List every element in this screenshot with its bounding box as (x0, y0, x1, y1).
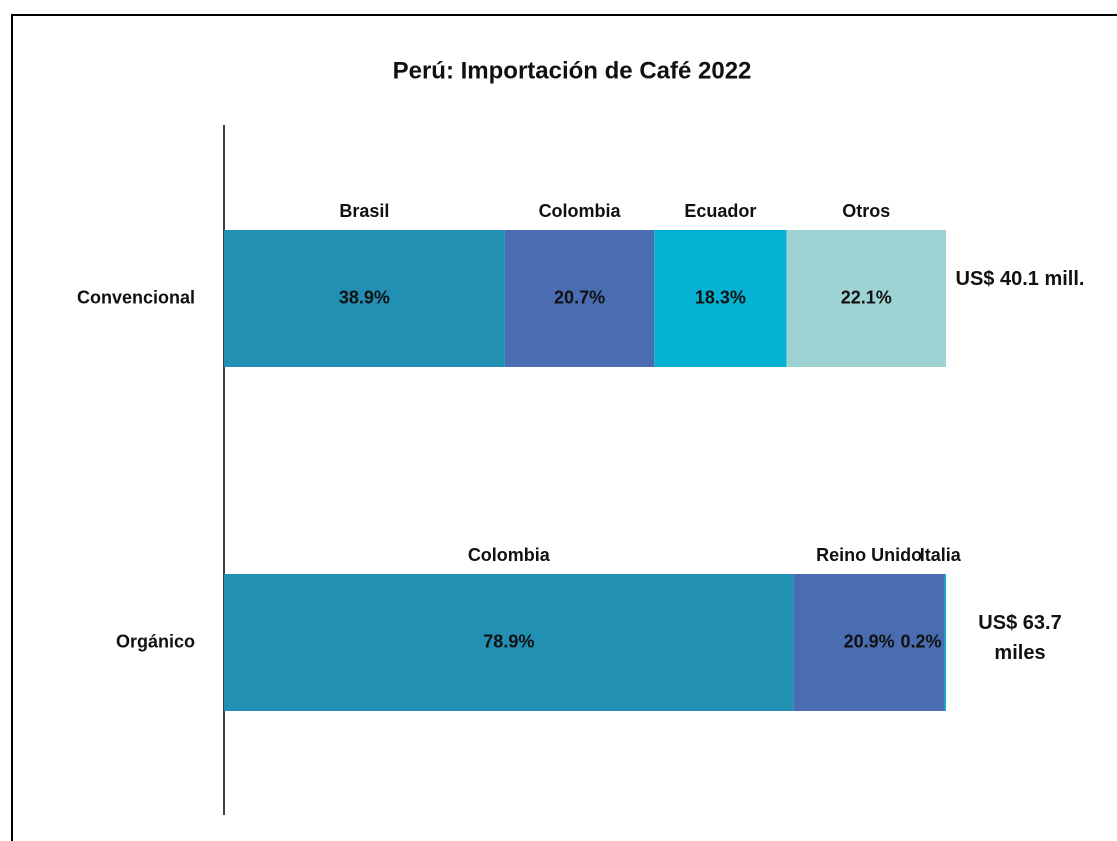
bar-segment (793, 574, 945, 711)
value-label: 38.9% (339, 287, 390, 307)
value-label: 78.9% (483, 631, 534, 651)
value-label: 18.3% (695, 287, 746, 307)
segment-name: Colombia (539, 201, 622, 221)
total-label: US$ 63.7 miles (978, 611, 1062, 664)
value-label: 22.1% (841, 287, 892, 307)
value-label: 20.9% (844, 631, 895, 651)
bar-segment (504, 230, 655, 367)
value-label: 20.7% (554, 287, 605, 307)
segment-name: Colombia (468, 545, 551, 565)
segment-name: Brasil (339, 201, 389, 221)
segment-name: Reino Unido (816, 545, 922, 565)
chart-frame (11, 14, 1117, 841)
chart-title: Perú: Importación de Café 2022 (393, 57, 752, 84)
bar-segment (224, 574, 794, 711)
segment-name: Italia (920, 545, 962, 565)
bar-segment (786, 230, 946, 367)
bar-segment (944, 574, 946, 711)
category-label: Orgánico (116, 631, 195, 651)
segment-name: Ecuador (684, 201, 756, 221)
bar-segment (654, 230, 787, 367)
total-label: US$ 40.1 mill. (955, 267, 1085, 290)
value-label: 0.2% (900, 631, 941, 651)
segment-name: Otros (842, 201, 890, 221)
bar-segment (224, 230, 505, 367)
category-label: Convencional (77, 287, 195, 307)
